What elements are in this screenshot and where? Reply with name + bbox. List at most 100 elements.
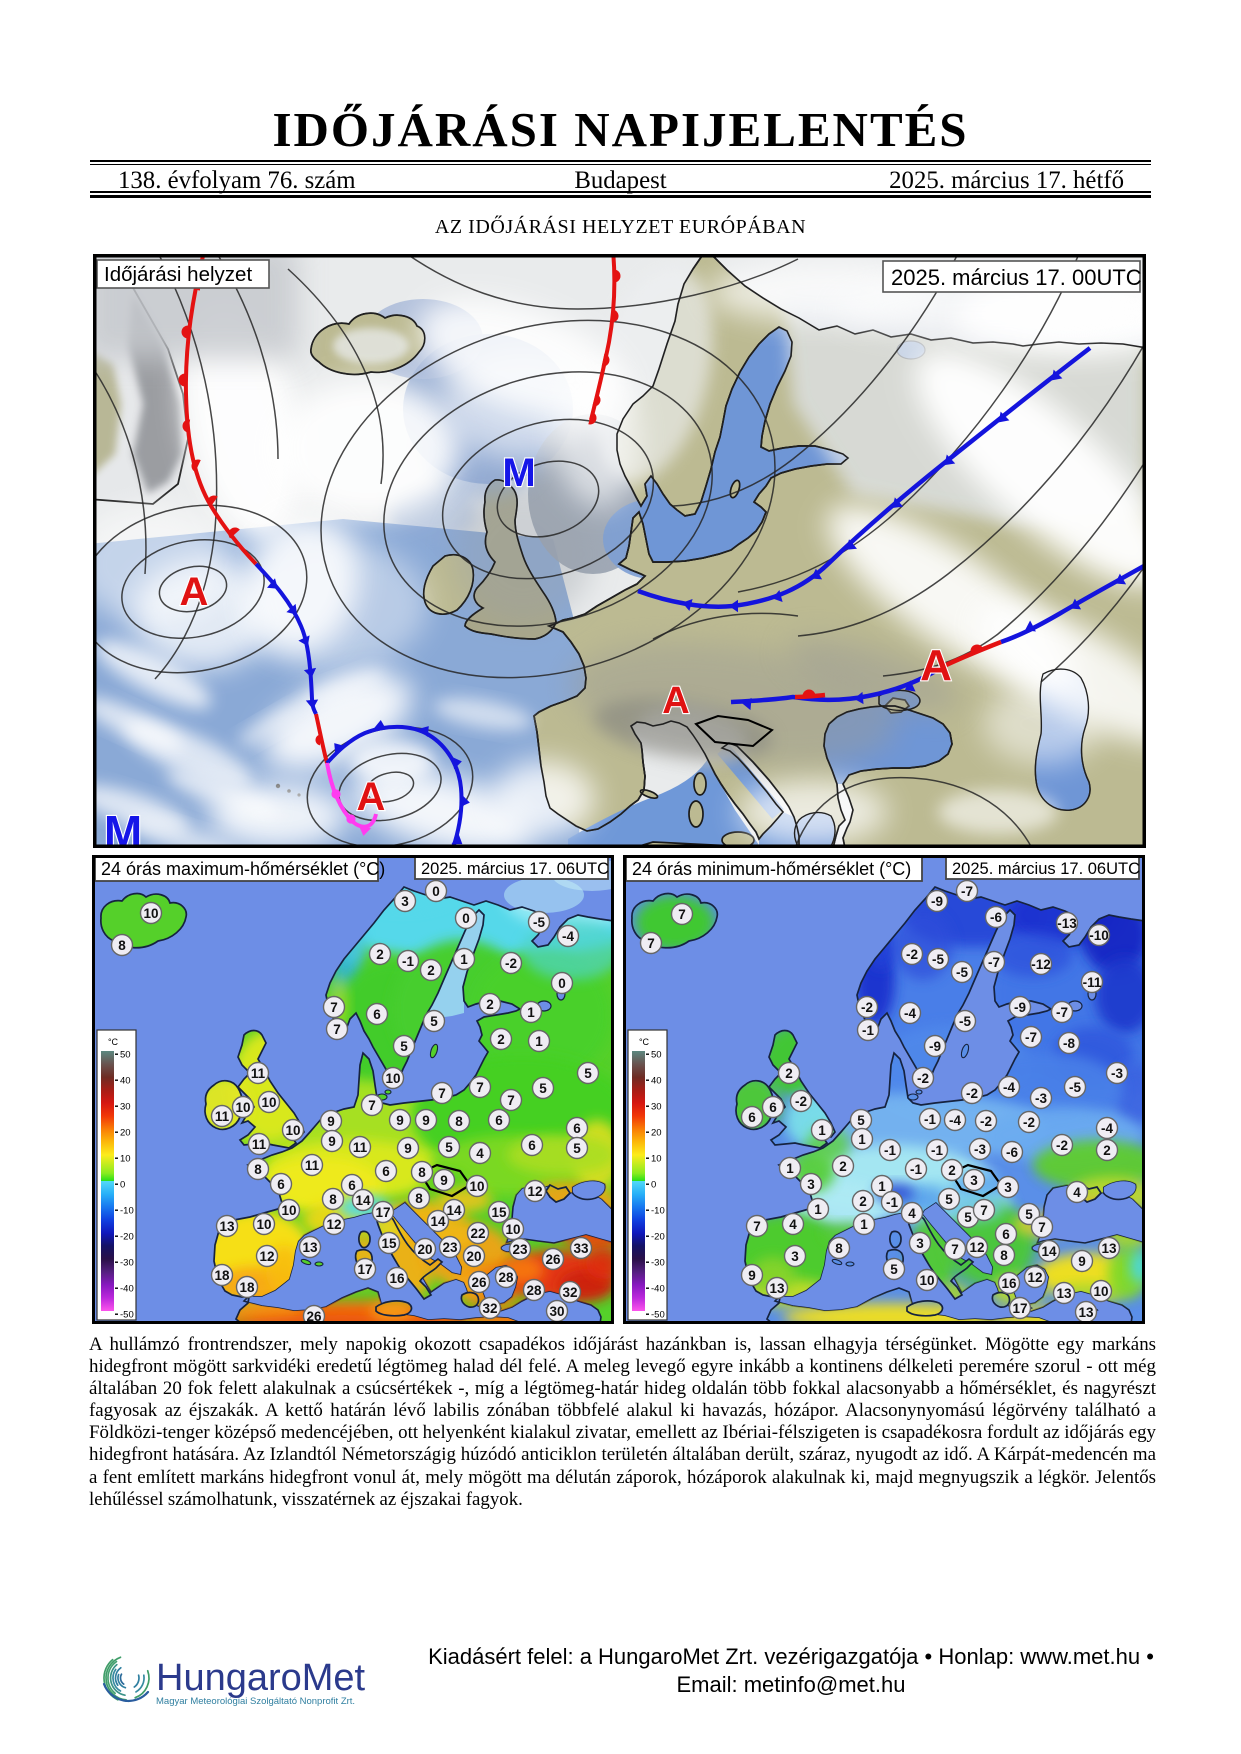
svg-text:5: 5 [584,1066,592,1081]
svg-text:20: 20 [466,1249,481,1264]
svg-text:10: 10 [143,906,158,921]
svg-text:2: 2 [839,1159,847,1174]
svg-text:-9: -9 [1014,1000,1026,1015]
svg-text:6: 6 [382,1164,390,1179]
svg-text:-2: -2 [861,1000,873,1015]
svg-text:-1: -1 [910,1162,922,1177]
svg-text:13: 13 [769,1281,785,1296]
svg-text:2: 2 [497,1032,505,1047]
svg-text:9: 9 [328,1134,336,1149]
svg-text:10: 10 [285,1123,300,1138]
svg-text:0: 0 [651,1180,656,1191]
svg-text:-4: -4 [904,1006,916,1021]
svg-text:-7: -7 [1025,1030,1037,1045]
svg-text:-2: -2 [980,1114,992,1129]
svg-text:5: 5 [945,1192,953,1207]
svg-text:A: A [180,570,209,614]
svg-text:-2: -2 [795,1094,807,1109]
svg-text:8: 8 [418,1165,426,1180]
svg-text:9: 9 [327,1114,335,1129]
svg-text:5: 5 [857,1113,865,1128]
svg-text:11: 11 [305,1158,320,1173]
svg-text:-50: -50 [120,1310,134,1321]
svg-text:M: M [104,806,142,848]
svg-text:-3: -3 [1111,1066,1123,1081]
svg-text:-1: -1 [862,1023,874,1038]
svg-text:2: 2 [859,1194,867,1209]
svg-text:-30: -30 [651,1258,665,1269]
svg-text:30: 30 [120,1102,131,1113]
svg-text:23: 23 [512,1242,528,1257]
svg-text:-3: -3 [974,1142,986,1157]
svg-text:-7: -7 [988,955,1000,970]
svg-text:-12: -12 [1031,957,1051,972]
svg-text:3: 3 [970,1173,978,1188]
svg-text:-4: -4 [1101,1121,1113,1136]
svg-text:-2: -2 [917,1071,929,1086]
svg-text:2: 2 [785,1066,793,1081]
svg-text:14: 14 [355,1193,371,1208]
svg-text:-4: -4 [562,929,574,944]
svg-text:8: 8 [329,1192,337,1207]
svg-text:Időjárási helyzet: Időjárási helyzet [104,263,252,286]
svg-text:-2: -2 [906,947,918,962]
svg-text:12: 12 [527,1184,542,1199]
svg-text:-1: -1 [886,1195,898,1210]
svg-text:M: M [502,451,535,495]
svg-text:-2: -2 [1023,1115,1035,1130]
svg-text:14: 14 [1041,1244,1057,1259]
svg-text:10: 10 [281,1203,296,1218]
svg-text:26: 26 [471,1275,487,1290]
svg-text:6: 6 [277,1177,285,1192]
svg-text:5: 5 [430,1014,438,1029]
svg-text:0: 0 [462,911,470,926]
svg-text:-1: -1 [924,1112,936,1127]
svg-text:13: 13 [302,1240,318,1255]
svg-text:10: 10 [651,1154,662,1165]
svg-text:5: 5 [1025,1207,1033,1222]
svg-text:24 órás maximum-hőmérséklet (°: 24 órás maximum-hőmérséklet (°C) [101,859,385,879]
svg-text:11: 11 [353,1140,368,1155]
svg-text:4: 4 [789,1217,797,1232]
svg-text:-7: -7 [1056,1005,1068,1020]
svg-text:1: 1 [818,1123,826,1138]
svg-text:-6: -6 [1006,1145,1018,1160]
svg-text:28: 28 [526,1283,542,1298]
svg-text:0: 0 [120,1180,125,1191]
svg-text:18: 18 [239,1280,255,1295]
svg-text:7: 7 [980,1203,988,1218]
svg-text:11: 11 [252,1137,267,1152]
svg-text:26: 26 [545,1252,561,1267]
svg-text:-40: -40 [651,1284,665,1295]
svg-text:-2: -2 [966,1086,978,1101]
svg-text:-8: -8 [1063,1036,1075,1051]
svg-text:4: 4 [908,1206,916,1221]
svg-text:-10: -10 [1089,928,1109,943]
svg-text:A: A [662,680,689,722]
svg-text:6: 6 [495,1113,503,1128]
svg-text:1: 1 [535,1034,543,1049]
svg-text:5: 5 [400,1039,408,1054]
svg-text:°C: °C [639,1037,650,1047]
svg-text:12: 12 [259,1249,274,1264]
svg-text:12: 12 [326,1217,341,1232]
svg-text:13: 13 [1101,1241,1117,1256]
svg-text:1: 1 [858,1132,866,1147]
svg-text:7: 7 [438,1086,446,1101]
svg-text:12: 12 [1027,1270,1042,1285]
svg-text:6: 6 [1002,1227,1010,1242]
svg-text:50: 50 [120,1050,131,1061]
svg-text:2025. március 17. 06UTC: 2025. március 17. 06UTC [421,860,609,878]
svg-text:-20: -20 [120,1232,134,1243]
svg-text:23: 23 [442,1240,458,1255]
svg-text:40: 40 [120,1076,131,1087]
svg-text:5: 5 [573,1141,581,1156]
svg-text:10: 10 [919,1273,934,1288]
svg-text:7: 7 [507,1093,515,1108]
svg-text:7: 7 [951,1242,959,1257]
svg-text:7: 7 [330,1000,338,1015]
svg-text:4: 4 [476,1146,484,1161]
svg-text:15: 15 [381,1236,397,1251]
svg-text:20: 20 [651,1128,662,1139]
svg-text:8: 8 [415,1191,423,1206]
